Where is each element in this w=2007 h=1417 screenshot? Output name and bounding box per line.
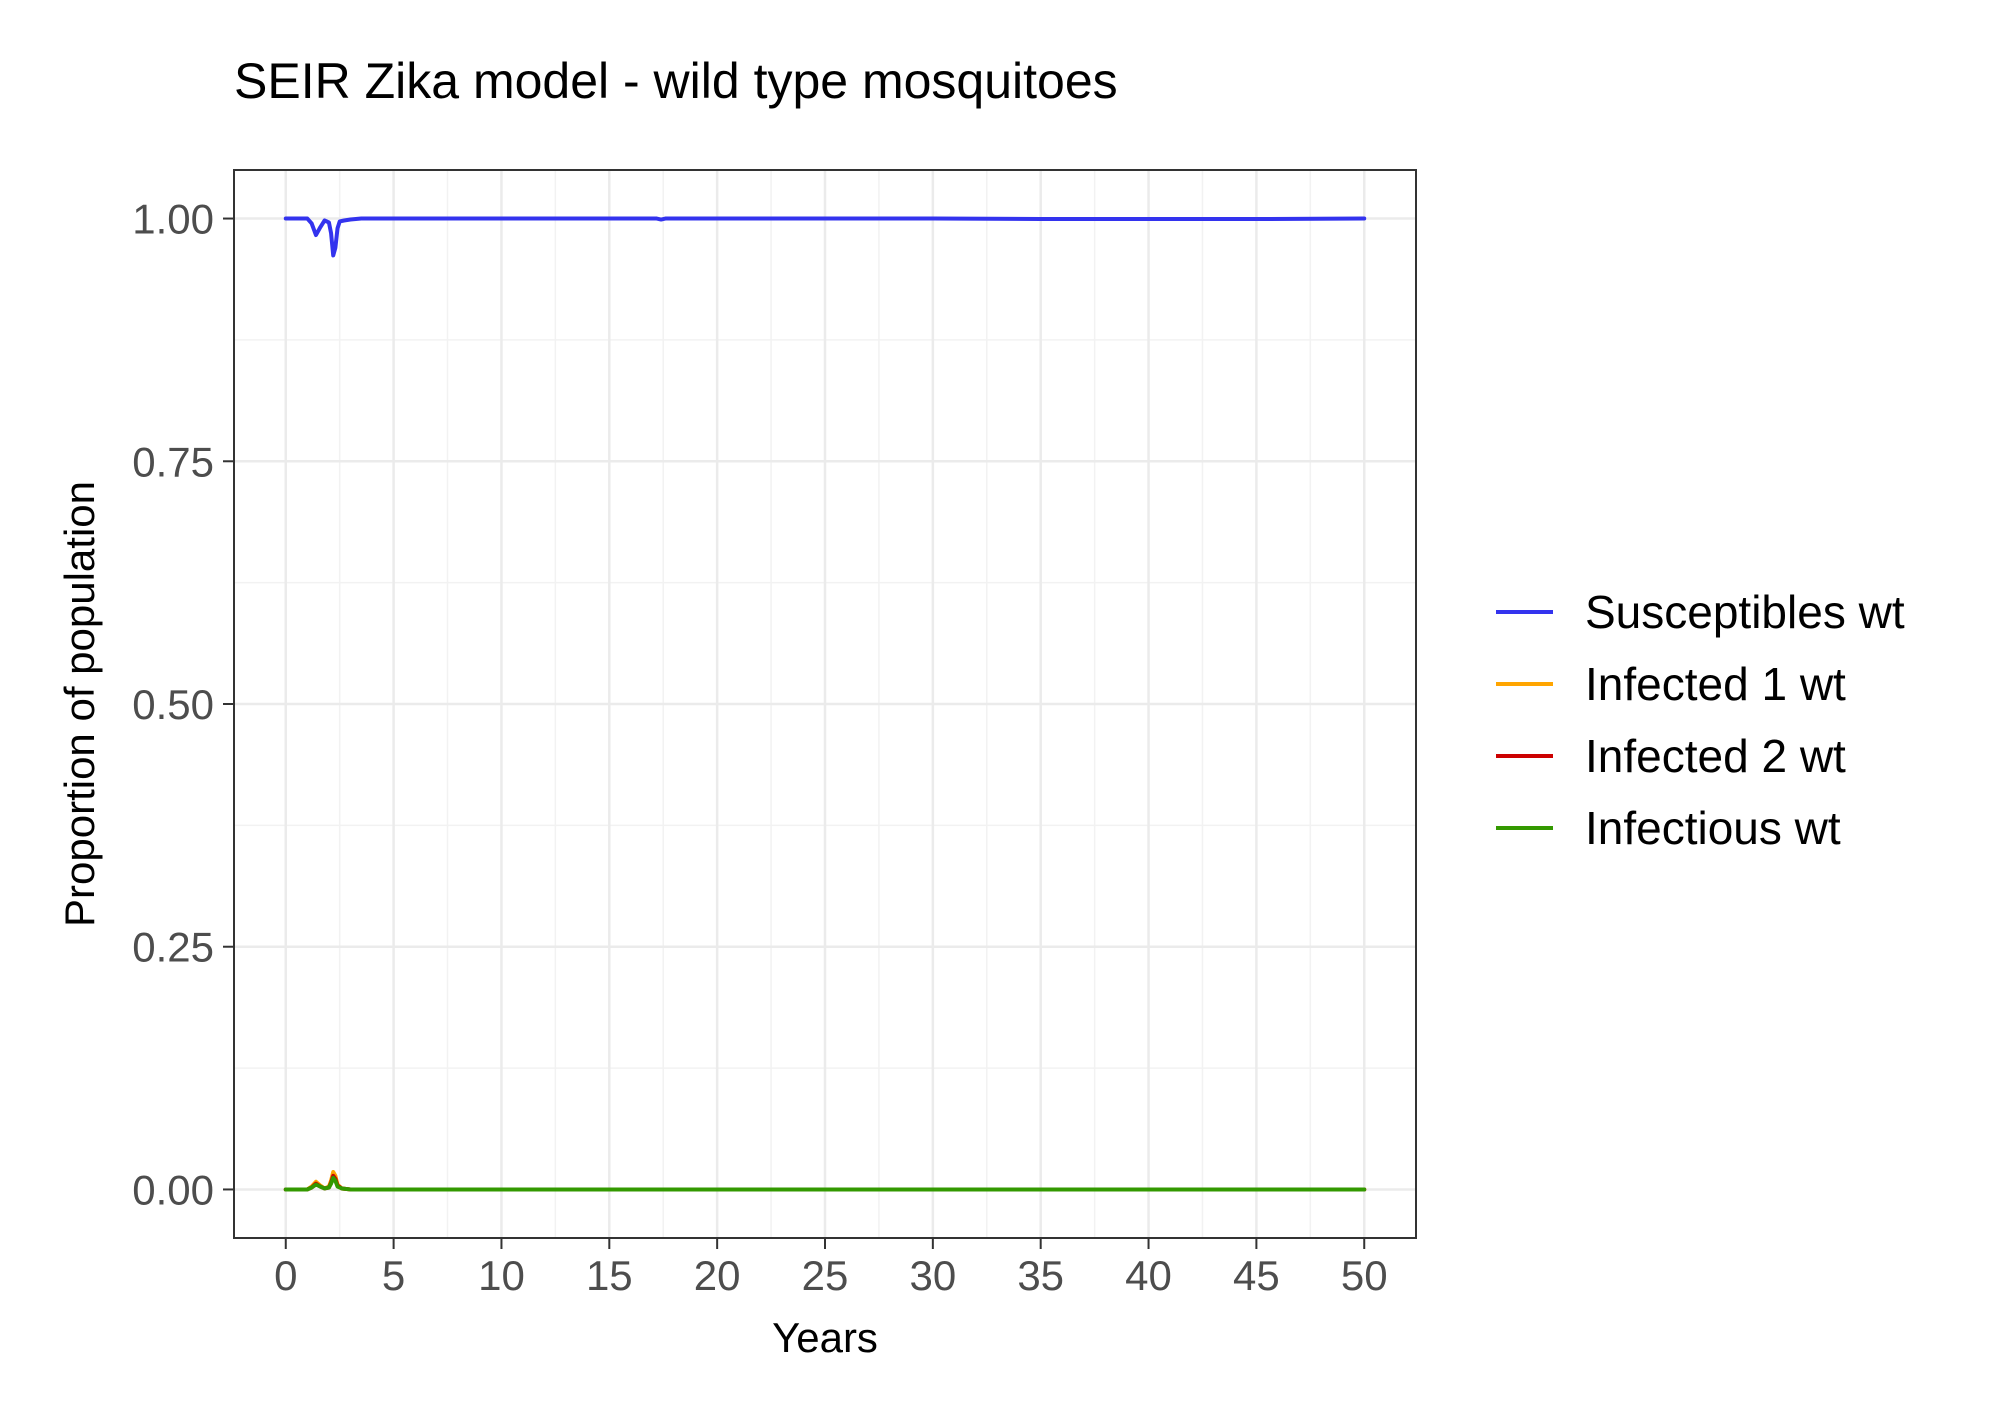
x-tick-label: 0: [274, 1252, 297, 1299]
y-tick-label: 1.00: [132, 196, 214, 243]
x-axis-label: Years: [772, 1314, 878, 1361]
x-tick-label: 45: [1233, 1252, 1280, 1299]
series-line-3: [283, 1175, 1367, 1192]
x-tick-label: 40: [1125, 1252, 1172, 1299]
y-tick-label: 0.25: [132, 924, 214, 971]
legend-label-1: Infected 1 wt: [1585, 658, 1846, 710]
x-tick-label: 35: [1017, 1252, 1064, 1299]
grid-major: [234, 170, 1416, 1238]
x-tick-label: 15: [586, 1252, 633, 1299]
series-lines: [283, 216, 1367, 1192]
y-axis-label: Proportion of population: [56, 481, 103, 927]
legend-label-2: Infected 2 wt: [1585, 730, 1846, 782]
x-tick-label: 10: [478, 1252, 525, 1299]
y-tick-label: 0.75: [132, 438, 214, 485]
x-axis-ticks: 0 5 10 15 20 25 30 35 40 45 50: [274, 1238, 1388, 1299]
legend-label-3: Infectious wt: [1585, 802, 1841, 854]
x-tick-label: 20: [694, 1252, 741, 1299]
x-tick-label: 25: [802, 1252, 849, 1299]
legend: Susceptibles wt Infected 1 wt Infected 2 w…: [1496, 586, 1905, 854]
legend-label-0: Susceptibles wt: [1585, 586, 1905, 638]
x-tick-label: 50: [1341, 1252, 1388, 1299]
series-line-0: [283, 216, 1367, 258]
y-tick-label: 0.00: [132, 1166, 214, 1213]
x-tick-label: 5: [382, 1252, 405, 1299]
chart-title: SEIR Zika model - wild type mosquitoes: [234, 53, 1118, 109]
x-tick-label: 30: [909, 1252, 956, 1299]
y-axis-ticks: 0.00 0.25 0.50 0.75 1.00: [132, 196, 234, 1213]
y-tick-label: 0.50: [132, 681, 214, 728]
